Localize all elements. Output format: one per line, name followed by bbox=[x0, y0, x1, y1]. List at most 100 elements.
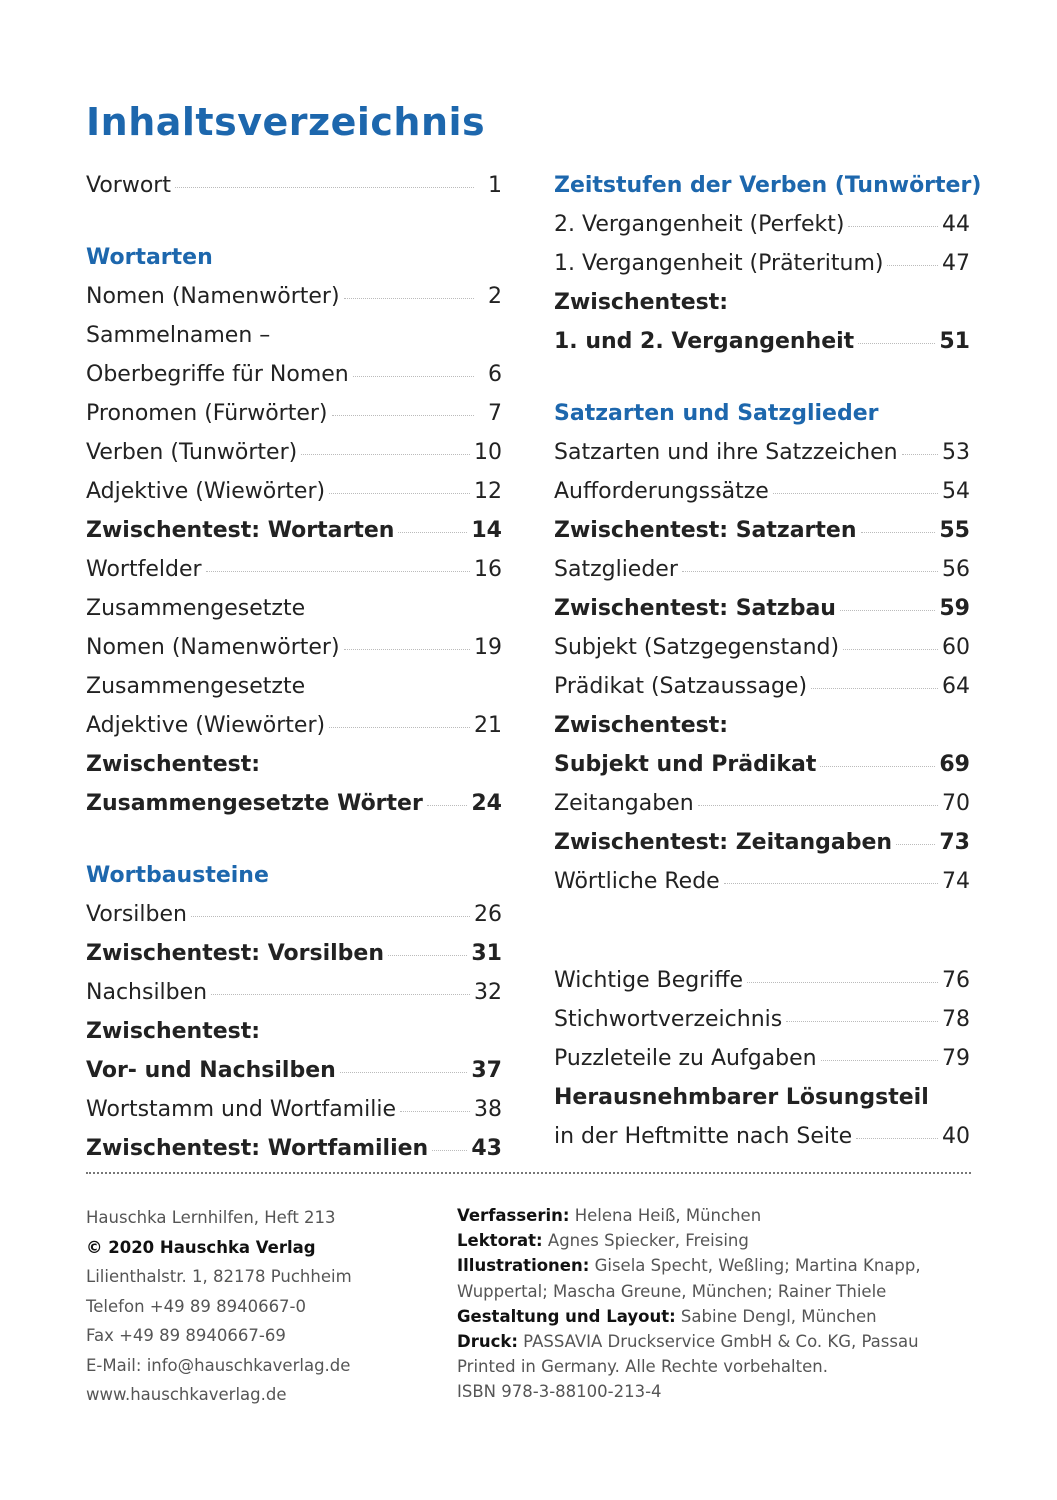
toc-entry[interactable]: Wortfelder 16 bbox=[86, 550, 502, 589]
page-number: 32 bbox=[474, 980, 502, 1005]
publisher-line: E-Mail: info@hauschkaverlag.de bbox=[86, 1351, 352, 1381]
toc-entry[interactable]: Wörtliche Rede 74 bbox=[554, 862, 970, 901]
toc-entry[interactable]: Zwischentest: 1. und 2. Vergangenheit 51 bbox=[554, 283, 970, 361]
page-number: 73 bbox=[939, 830, 970, 855]
publisher-info: Hauschka Lernhilfen, Heft 213 © 2020 Haus… bbox=[86, 1203, 352, 1410]
toc-entry[interactable]: Vorsilben 26 bbox=[86, 895, 502, 934]
dot-leader bbox=[820, 1060, 938, 1061]
entry-row: Verben (Tunwörter) 10 bbox=[86, 433, 502, 472]
entry-row: Zeitangaben 70 bbox=[554, 784, 970, 823]
toc-entry[interactable]: Puzzleteile zu Aufgaben 79 bbox=[554, 1039, 970, 1078]
dot-leader bbox=[190, 916, 470, 917]
credits-info: Verfasserin: Helena Heiß, München Lektora… bbox=[457, 1203, 921, 1405]
page-number: 2 bbox=[488, 284, 502, 309]
entry-row: Zwischentest: Vorsilben 31 bbox=[86, 934, 502, 973]
page-number: 16 bbox=[474, 557, 502, 582]
page-number: 43 bbox=[471, 1136, 502, 1161]
page-number: 60 bbox=[942, 635, 970, 660]
toc-entry[interactable]: Nomen (Namenwörter) 2 bbox=[86, 277, 502, 316]
dot-leader bbox=[839, 610, 936, 611]
credit-label: Illustrationen: bbox=[457, 1256, 590, 1276]
entry-title: Satzarten und ihre Satzzeichen bbox=[554, 440, 898, 465]
toc-entry[interactable]: Zwischentest: Zeitangaben 73 bbox=[554, 823, 970, 862]
entry-title: Pronomen (Fürwörter) bbox=[86, 401, 328, 426]
toc-entry[interactable]: Nachsilben 32 bbox=[86, 973, 502, 1012]
toc-entry[interactable]: Zwischentest: Vor- und Nachsilben 37 bbox=[86, 1012, 502, 1090]
entry-title: 1. und 2. Vergangenheit bbox=[554, 329, 855, 354]
entry-row: Zwischentest: Wortarten 14 bbox=[86, 511, 502, 550]
credit-value: ISBN 978-3-88100-213-4 bbox=[457, 1382, 662, 1402]
publisher-text: E-Mail: info@hauschkaverlag.de bbox=[86, 1355, 351, 1375]
toc-entry[interactable]: Zusammengesetzte Adjektive (Wiewörter) 21 bbox=[86, 667, 502, 745]
dot-leader bbox=[772, 493, 938, 494]
publisher-line: Fax +49 89 8940667-69 bbox=[86, 1321, 352, 1351]
dot-leader bbox=[856, 1138, 938, 1139]
dot-leader bbox=[398, 532, 468, 533]
toc-entry[interactable]: Adjektive (Wiewörter) 12 bbox=[86, 472, 502, 511]
credit-value: Helena Heiß, München bbox=[569, 1206, 762, 1225]
entry-title: Vor- und Nachsilben bbox=[86, 1058, 336, 1083]
toc-entry[interactable]: Zusammengesetzte Nomen (Namenwörter) 19 bbox=[86, 589, 502, 667]
dot-leader bbox=[352, 376, 474, 377]
toc-entry[interactable]: Subjekt (Satzgegenstand) 60 bbox=[554, 628, 970, 667]
entry-title: Wortfelder bbox=[86, 557, 202, 582]
toc-entry[interactable]: Satzglieder 56 bbox=[554, 550, 970, 589]
toc-entry[interactable]: 1. Vergangenheit (Präteritum) 47 bbox=[554, 244, 970, 283]
dot-leader bbox=[697, 805, 938, 806]
entry-row: Wörtliche Rede 74 bbox=[554, 862, 970, 901]
credit-label: Gestaltung und Layout: bbox=[457, 1306, 676, 1326]
dot-leader bbox=[681, 571, 938, 572]
toc-entry[interactable]: Pronomen (Fürwörter) 7 bbox=[86, 394, 502, 433]
toc-entry[interactable]: Sammelnamen – Oberbegriffe für Nomen 6 bbox=[86, 316, 502, 394]
credit-line: Druck: PASSAVIA Druckservice GmbH & Co. … bbox=[457, 1329, 921, 1354]
toc-entry[interactable]: Zwischentest: Wortfamilien 43 bbox=[86, 1129, 502, 1168]
entry-title-line: Zusammengesetzte bbox=[86, 596, 306, 621]
entry-title: Verben (Tunwörter) bbox=[86, 440, 298, 465]
toc-entry[interactable]: Zwischentest: Satzarten 55 bbox=[554, 511, 970, 550]
entry-title: Wortstamm und Wortfamilie bbox=[86, 1097, 396, 1122]
toc-entry[interactable]: Vorwort 1 bbox=[86, 166, 502, 205]
credit-value: Wuppertal; Mascha Greune, München; Raine… bbox=[457, 1281, 887, 1301]
entry-row: Zwischentest: Zeitangaben 73 bbox=[554, 823, 970, 862]
footer-divider bbox=[86, 1172, 971, 1174]
entry-row: Vor- und Nachsilben 37 bbox=[86, 1051, 502, 1090]
toc-entry[interactable]: Zwischentest: Satzbau 59 bbox=[554, 589, 970, 628]
toc-entry[interactable]: Zwischentest: Wortarten 14 bbox=[86, 511, 502, 550]
toc-entry[interactable]: Wichtige Begriffe 76 bbox=[554, 961, 970, 1000]
page-number: 59 bbox=[939, 596, 970, 621]
dot-leader bbox=[747, 982, 938, 983]
credit-value: Printed in Germany. Alle Rechte vorbehal… bbox=[457, 1357, 828, 1377]
dot-leader bbox=[820, 766, 936, 767]
entry-title-line: Zwischentest: bbox=[554, 290, 729, 315]
toc-entry[interactable]: Zwischentest: Vorsilben 31 bbox=[86, 934, 502, 973]
entry-row: Vorwort 1 bbox=[86, 166, 502, 205]
credit-label: Lektorat: bbox=[457, 1231, 543, 1251]
dot-leader bbox=[786, 1021, 938, 1022]
page-number: 31 bbox=[471, 941, 502, 966]
dot-leader bbox=[432, 1150, 468, 1151]
toc-entry[interactable]: 2. Vergangenheit (Perfekt) 44 bbox=[554, 205, 970, 244]
entry-title: Wichtige Begriffe bbox=[554, 968, 744, 993]
entry-title: Zwischentest: Wortfamilien bbox=[86, 1136, 429, 1161]
dot-leader bbox=[329, 493, 470, 494]
toc-entry[interactable]: Herausnehmbarer Lösungsteil in der Heftmi… bbox=[554, 1078, 970, 1156]
dot-leader bbox=[400, 1111, 470, 1112]
entry-title: Satzglieder bbox=[554, 557, 678, 582]
dot-leader bbox=[887, 265, 938, 266]
entry-title-line: Zwischentest: bbox=[86, 1019, 261, 1044]
entry-title: Zwischentest: Wortarten bbox=[86, 518, 395, 543]
dot-leader bbox=[426, 805, 468, 806]
toc-entry[interactable]: Zeitangaben 70 bbox=[554, 784, 970, 823]
toc-entry[interactable]: Zwischentest: Subjekt und Prädikat 69 bbox=[554, 706, 970, 784]
toc-entry[interactable]: Aufforderungssätze 54 bbox=[554, 472, 970, 511]
entry-row: Nachsilben 32 bbox=[86, 973, 502, 1012]
toc-entry[interactable]: Prädikat (Satzaussage) 64 bbox=[554, 667, 970, 706]
toc-entry[interactable]: Stichwortverzeichnis 78 bbox=[554, 1000, 970, 1039]
credit-label: Verfasserin: bbox=[457, 1206, 570, 1225]
toc-entry[interactable]: Verben (Tunwörter) 10 bbox=[86, 433, 502, 472]
entry-row: 1. und 2. Vergangenheit 51 bbox=[554, 322, 970, 361]
entry-row: Stichwortverzeichnis 78 bbox=[554, 1000, 970, 1039]
toc-entry[interactable]: Zwischentest: Zusammengesetzte Wörter 24 bbox=[86, 745, 502, 823]
toc-entry[interactable]: Satzarten und ihre Satzzeichen 53 bbox=[554, 433, 970, 472]
toc-entry[interactable]: Wortstamm und Wortfamilie 38 bbox=[86, 1090, 502, 1129]
